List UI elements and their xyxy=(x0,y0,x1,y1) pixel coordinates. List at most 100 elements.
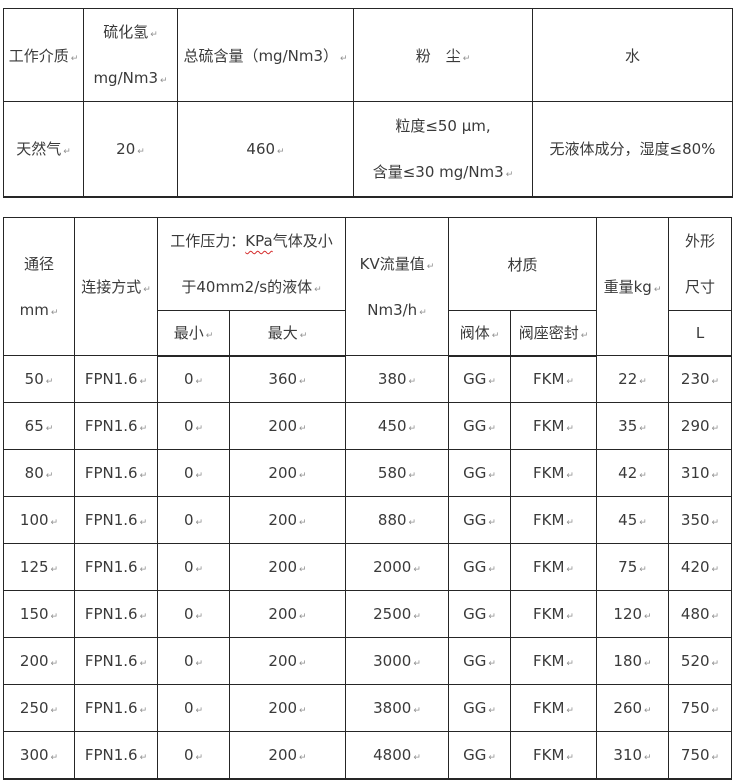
cell-value: 0 xyxy=(183,699,194,717)
paragraph-mark: ↵ xyxy=(711,424,720,434)
table-cell: 120 ↵ xyxy=(596,590,669,638)
table-cell: 200 ↵ xyxy=(229,496,346,544)
paragraph-mark: ↵ xyxy=(160,76,168,86)
cell-value: FKM xyxy=(533,511,565,529)
table-cell: 230 ↵ xyxy=(668,355,732,403)
paragraph-mark: ↵ xyxy=(195,518,204,528)
paragraph-mark: ↵ xyxy=(566,706,574,716)
cell-value: 180 xyxy=(613,652,643,670)
paragraph-mark: ↵ xyxy=(408,377,417,387)
table-row: 100 ↵ FPN1.6 ↵ 0 ↵ 200 ↵ 880 ↵ GG ↵ FKM ↵ 45 ↵ 350 ↵ xyxy=(3,496,732,544)
cell-value: 480 xyxy=(680,605,710,623)
header-label: 材质 xyxy=(507,255,538,274)
paragraph-mark: ↵ xyxy=(143,285,151,295)
cell-value: FPN1.6 xyxy=(84,370,138,388)
paragraph-mark: ↵ xyxy=(566,752,574,763)
table-cell: FPN1.6 ↵ xyxy=(74,496,158,544)
paragraph-mark: ↵ xyxy=(150,30,158,40)
paragraph-mark: ↵ xyxy=(50,518,59,528)
table-cell: 450 ↵ xyxy=(345,402,449,450)
cell-value: GG xyxy=(463,558,487,576)
table-row: 150 ↵ FPN1.6 ↵ 0 ↵ 200 ↵ 2500 ↵ GG ↵ FKM ↵ 120 ↵ 480 ↵ xyxy=(3,590,732,638)
cell-value: 75 xyxy=(618,558,638,576)
table-cell: 3000 ↵ xyxy=(345,637,449,685)
paragraph-mark: ↵ xyxy=(195,471,204,481)
table-cell: 880 ↵ xyxy=(345,496,449,544)
header-label: Nm3/h xyxy=(367,300,418,319)
paragraph-mark: ↵ xyxy=(299,706,307,716)
paragraph-mark: ↵ xyxy=(566,659,574,669)
table-cell: 42 ↵ xyxy=(596,449,669,497)
paragraph-mark: ↵ xyxy=(299,518,307,528)
table-row: 65 ↵ FPN1.6 ↵ 0 ↵ 200 ↵ 450 ↵ GG ↵ FKM ↵ 35 ↵ 290 ↵ xyxy=(3,402,732,450)
cell-value: 200 xyxy=(268,558,298,576)
header-cell-total-sulfur: 总硫含量（mg/Nm3） ↵ xyxy=(177,8,354,102)
header-label: 通径 xyxy=(23,254,54,273)
media-table: 工作介质 ↵ 硫化氢 ↵ mg/Nm3 ↵ 总硫含量（mg/Nm3） ↵ 粉 尘 ↵ 水 … xyxy=(3,8,733,198)
paragraph-mark: ↵ xyxy=(711,565,720,575)
header-label: 外形 xyxy=(684,232,715,250)
paragraph-mark: ↵ xyxy=(413,659,421,669)
cell-value: 290 xyxy=(680,417,710,435)
paragraph-mark: ↵ xyxy=(413,706,421,716)
paragraph-mark: ↵ xyxy=(408,518,417,528)
header-cell-seat-seal: 阀座密封 ↵ xyxy=(510,310,597,357)
paragraph-mark: ↵ xyxy=(711,518,720,528)
table-cell: 0 ↵ xyxy=(157,590,230,638)
paragraph-mark: ↵ xyxy=(139,471,148,481)
table-cell: FKM ↵ xyxy=(510,590,597,638)
paragraph-mark: ↵ xyxy=(45,424,54,434)
paragraph-mark: ↵ xyxy=(653,285,662,295)
table-cell: FPN1.6 ↵ xyxy=(74,402,158,450)
paragraph-mark: ↵ xyxy=(139,752,148,763)
table-cell: 310 ↵ xyxy=(596,731,669,780)
paragraph-mark: ↵ xyxy=(566,612,574,622)
header-cell-max: 最大 ↵ xyxy=(229,310,346,357)
table-cell: FPN1.6 ↵ xyxy=(74,543,158,591)
paragraph-mark: ↵ xyxy=(299,752,307,763)
cell-value: FKM xyxy=(533,417,565,435)
table-cell: 580 ↵ xyxy=(345,449,449,497)
table-cell: FKM ↵ xyxy=(510,355,597,403)
cell-value: 4800 xyxy=(373,745,412,764)
table-cell: 200 ↵ xyxy=(229,402,346,450)
cell-value: GG xyxy=(463,417,487,435)
paragraph-mark: ↵ xyxy=(488,471,496,481)
paragraph-mark: ↵ xyxy=(644,706,652,716)
paragraph-mark: ↵ xyxy=(426,261,435,272)
table-cell: 0 ↵ xyxy=(157,731,230,780)
header-cell-h2s: 硫化氢 ↵ mg/Nm3 ↵ xyxy=(83,8,178,102)
paragraph-mark: ↵ xyxy=(488,424,496,434)
paragraph-mark: ↵ xyxy=(50,307,59,318)
table-cell: GG ↵ xyxy=(448,355,511,403)
table-cell: FKM ↵ xyxy=(510,496,597,544)
header-label: mg/Nm3 xyxy=(93,69,159,87)
paragraph-mark: ↵ xyxy=(413,612,421,622)
header-cell-min: 最小 ↵ xyxy=(157,310,230,357)
cell-value: 3800 xyxy=(373,699,412,717)
table-cell: 520 ↵ xyxy=(668,637,732,685)
cell-value: 0 xyxy=(183,745,194,764)
table-cell: FKM ↵ xyxy=(510,637,597,685)
cell-value: 0 xyxy=(183,652,194,670)
header-label: 粉 尘 xyxy=(415,46,461,65)
table-cell: 750 ↵ xyxy=(668,731,732,780)
header-label: 水 xyxy=(624,46,640,65)
header-label: L xyxy=(695,323,705,342)
cell-value: 200 xyxy=(268,464,298,482)
header-label: 连接方式 xyxy=(81,278,142,296)
paragraph-mark: ↵ xyxy=(63,147,71,158)
cell-value: 2500 xyxy=(373,605,412,623)
paragraph-mark: ↵ xyxy=(195,612,204,622)
table-cell: 0 ↵ xyxy=(157,355,230,403)
header-label: 工作介质 xyxy=(8,46,69,65)
cell-value: 100 xyxy=(19,511,49,529)
cell-value: 420 xyxy=(680,558,710,576)
table-cell: FKM ↵ xyxy=(510,543,597,591)
table-cell: GG ↵ xyxy=(448,402,511,450)
cell-value: 22 xyxy=(618,370,638,388)
cell-value: 310 xyxy=(613,745,643,764)
table-cell: FPN1.6 ↵ xyxy=(74,590,158,638)
table-cell: 2000 ↵ xyxy=(345,543,449,591)
paragraph-mark: ↵ xyxy=(566,377,574,388)
